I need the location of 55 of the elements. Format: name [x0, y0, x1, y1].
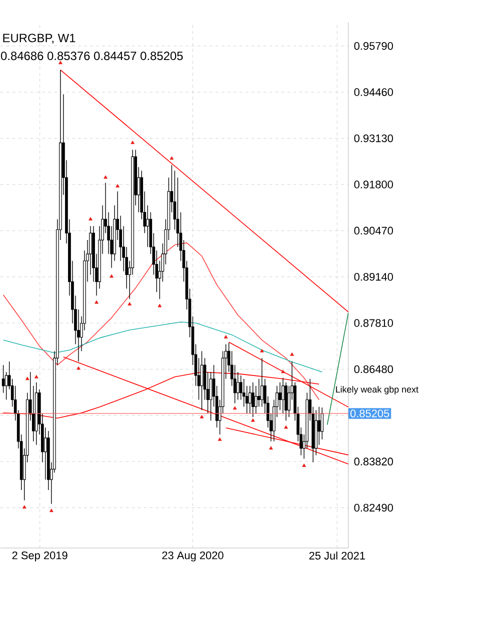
- point: [110, 274, 114, 278]
- point: [49, 508, 54, 512]
- line-series: [2, 322, 322, 372]
- point: [25, 376, 30, 380]
- line-series: [2, 242, 320, 400]
- y-tick-label: 0.91800: [354, 180, 393, 188]
- text: EURGBP, W1: [3, 34, 76, 44]
- y-tick-label: 0.89140: [354, 272, 393, 281]
- point: [260, 348, 264, 352]
- y-tick-label: 0.83820: [354, 458, 393, 466]
- point: [170, 156, 174, 160]
- candlestick: [278, 382, 282, 411]
- candlestick: [260, 358, 264, 408]
- point: [280, 370, 285, 374]
- y-tick-label: 0.95790: [354, 42, 393, 50]
- candlestick: [236, 372, 240, 400]
- point: [22, 505, 26, 509]
- point: [34, 374, 38, 378]
- point: [116, 184, 120, 188]
- y-tick-label: 0.82490: [354, 504, 393, 512]
- y-tick-label: 0.86480: [354, 365, 393, 374]
- x-tick-label: 25 Jul 2021: [309, 552, 365, 560]
- point: [103, 175, 108, 179]
- candlestick: [318, 406, 320, 446]
- text: 0.84686 0.85376 0.84457 0.85205: [0, 52, 183, 60]
- y-tick-label: 0.87810: [354, 319, 393, 327]
- y-tick-label: 0.94460: [354, 88, 393, 96]
- point: [158, 304, 162, 308]
- candlestick: [44, 427, 47, 480]
- candlestick: [146, 204, 149, 248]
- y-tick-label: 0.93130: [354, 134, 393, 142]
- point: [58, 60, 62, 64]
- candlestick: [248, 386, 252, 414]
- point: [232, 406, 237, 410]
- point: [284, 425, 288, 429]
- point: [76, 366, 80, 370]
- point: [290, 352, 294, 356]
- point: [224, 335, 228, 338]
- point: [94, 300, 98, 304]
- ref-line-label: 0.85205: [350, 410, 389, 418]
- x-tick-label: 23 Aug 2020: [162, 552, 224, 562]
- point: [128, 302, 132, 306]
- point: [268, 446, 273, 450]
- point: [130, 140, 134, 144]
- point: [302, 464, 306, 467]
- candlestick: [257, 378, 260, 408]
- point: [218, 437, 222, 441]
- candlestick: [281, 378, 284, 414]
- point: [200, 414, 204, 418]
- point: [250, 418, 255, 422]
- annotation: Likely weak gbp next: [336, 386, 418, 394]
- point: [88, 217, 92, 220]
- candlestick: [251, 382, 254, 418]
- y-tick-label: 0.90470: [354, 226, 393, 235]
- x-tick-label: 2 Sep 2019: [12, 552, 68, 562]
